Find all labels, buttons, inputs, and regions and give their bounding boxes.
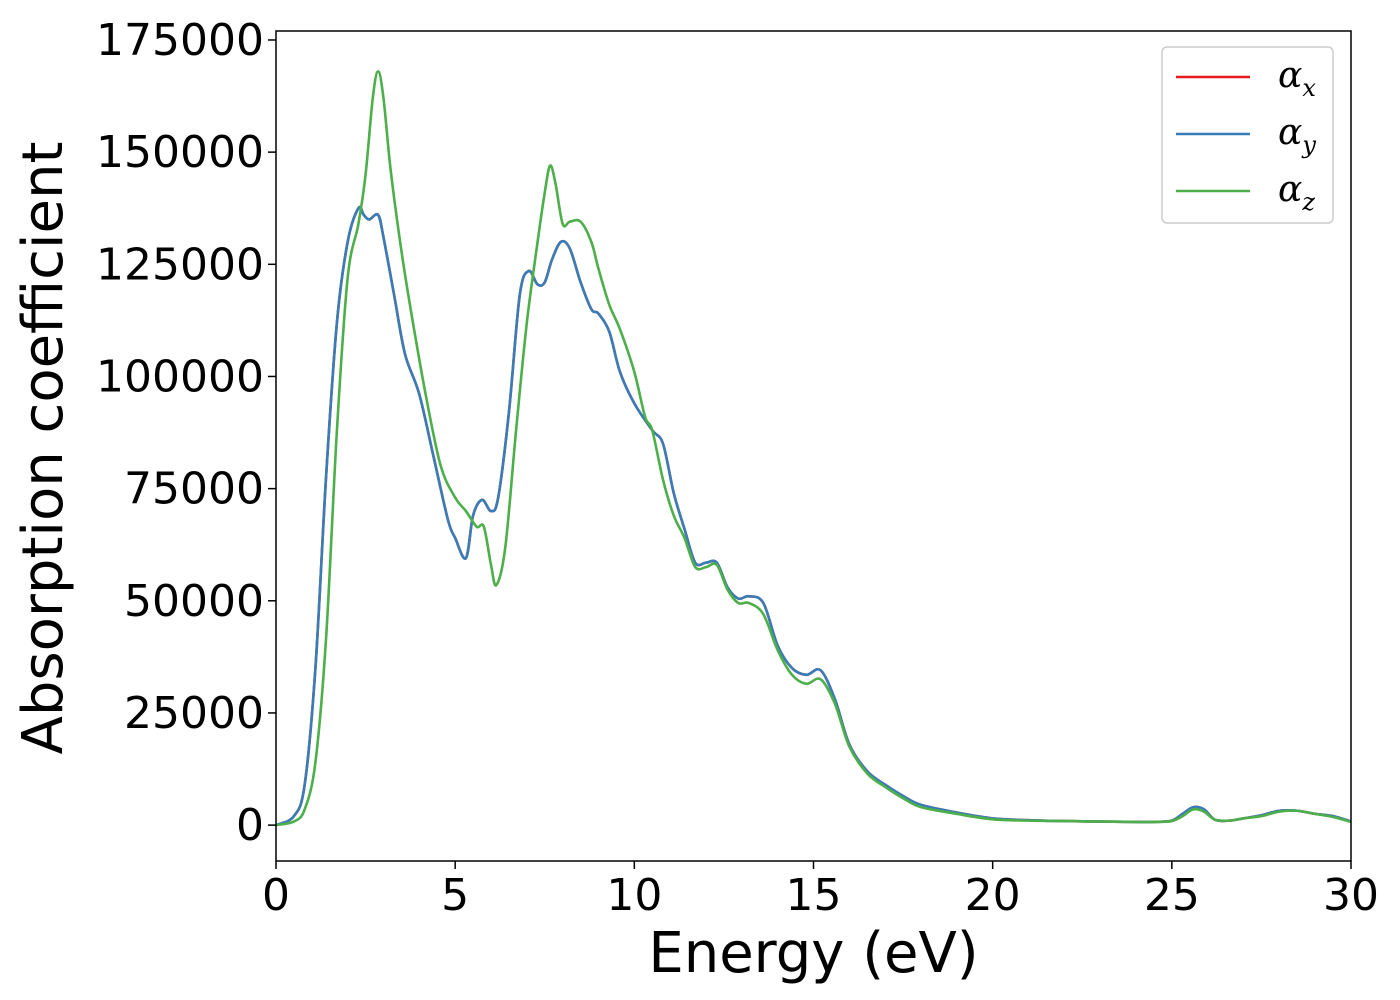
series-layer [275, 70, 1352, 827]
x-axis: 0 5 10 15 20 25 30 [262, 861, 1379, 921]
x-tick-label: 5 [441, 870, 469, 921]
y-tick-label: 25000 [124, 688, 264, 739]
y-tick-label: 100000 [96, 351, 264, 402]
series-line-x [275, 205, 1352, 827]
x-tick-label: 0 [262, 870, 290, 921]
y-tick-label: 0 [236, 800, 264, 851]
y-axis-title: Absorption coefficient [11, 142, 76, 755]
x-tick-label: 25 [1144, 870, 1200, 921]
x-tick-label: 10 [606, 870, 662, 921]
x-tick-label: 30 [1323, 870, 1379, 921]
y-tick-label: 125000 [96, 239, 264, 290]
x-tick-label: 20 [965, 870, 1021, 921]
y-tick-label: 175000 [96, 15, 264, 66]
y-tick-label: 150000 [96, 127, 264, 178]
y-tick-label: 75000 [124, 464, 264, 515]
y-axis: 0 25000 50000 75000 100000 125000 150000 175000 [96, 15, 276, 851]
x-tick-label: 15 [786, 870, 842, 921]
y-tick-label: 50000 [124, 576, 264, 627]
series-line-z [275, 70, 1352, 827]
x-axis-title: Energy (eV) [648, 921, 978, 986]
series-line-y [275, 205, 1352, 827]
